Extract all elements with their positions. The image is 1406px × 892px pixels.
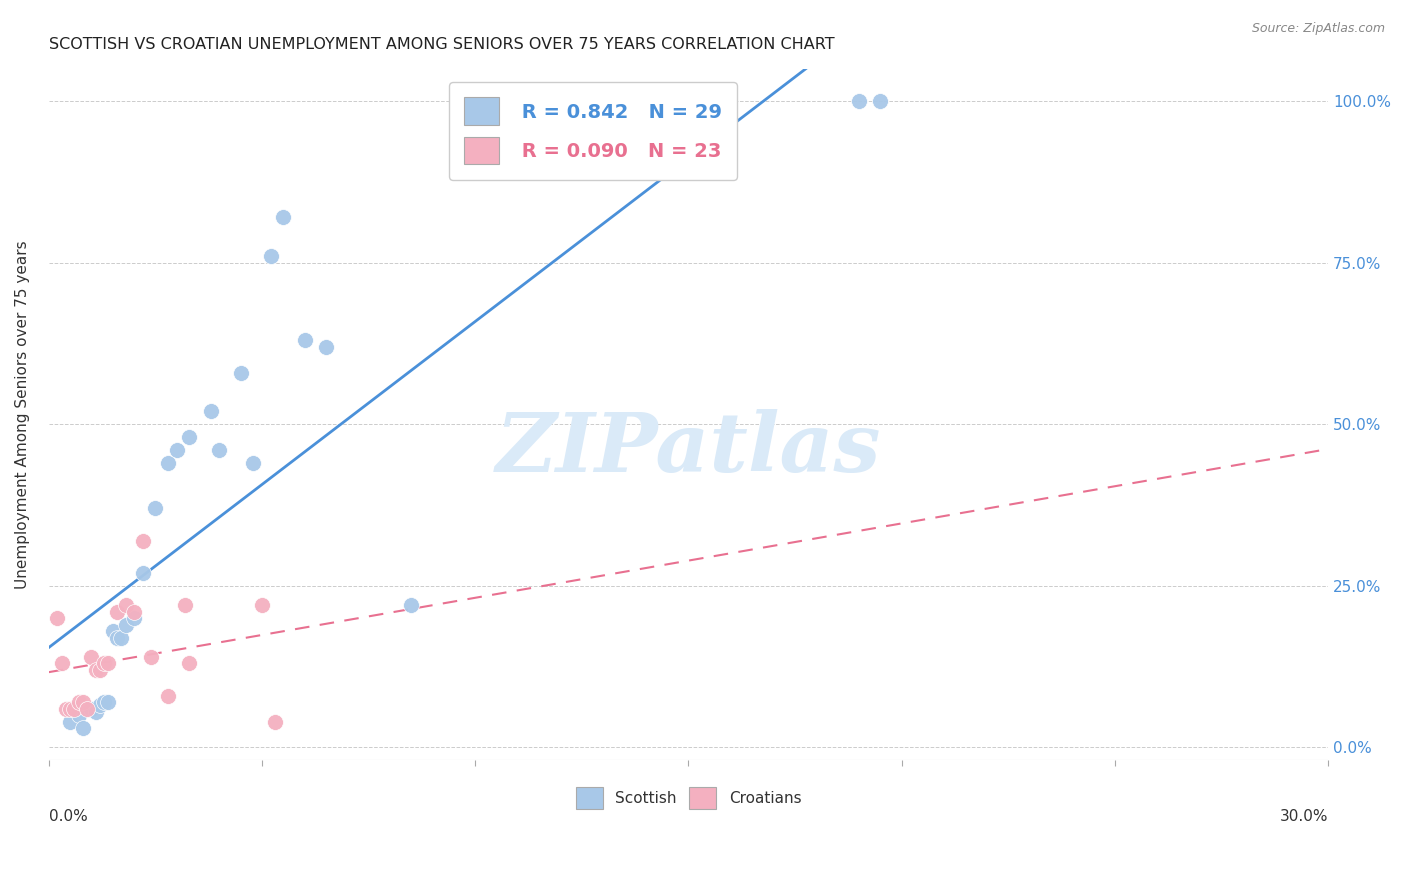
Point — [59, 701, 82, 715]
Text: Source: ZipAtlas.com: Source: ZipAtlas.com — [1251, 22, 1385, 36]
Point — [80, 701, 103, 715]
Point — [315, 340, 337, 354]
Point — [131, 533, 153, 548]
Legend: Scottish, Croatians: Scottish, Croatians — [569, 781, 807, 815]
Point — [157, 456, 180, 470]
Text: 30.0%: 30.0% — [1279, 809, 1329, 824]
Point — [101, 624, 124, 639]
Point — [122, 611, 145, 625]
Point — [76, 701, 98, 715]
Point — [105, 605, 128, 619]
Text: 0.0%: 0.0% — [49, 809, 87, 824]
Point — [59, 714, 82, 729]
Point — [399, 599, 422, 613]
Point — [97, 657, 120, 671]
Point — [84, 705, 107, 719]
Point — [200, 404, 222, 418]
Point — [294, 333, 316, 347]
Point — [105, 631, 128, 645]
Point — [93, 695, 115, 709]
Point — [89, 698, 111, 713]
Point — [46, 611, 69, 625]
Point — [271, 211, 294, 225]
Point — [55, 701, 77, 715]
Text: SCOTTISH VS CROATIAN UNEMPLOYMENT AMONG SENIORS OVER 75 YEARS CORRELATION CHART: SCOTTISH VS CROATIAN UNEMPLOYMENT AMONG … — [49, 37, 834, 53]
Y-axis label: Unemployment Among Seniors over 75 years: Unemployment Among Seniors over 75 years — [15, 240, 30, 589]
Point — [174, 599, 197, 613]
Point — [179, 430, 201, 444]
Point — [848, 94, 870, 108]
Point — [131, 566, 153, 580]
Point — [179, 657, 201, 671]
Point — [259, 249, 281, 263]
Point — [63, 701, 86, 715]
Point — [89, 663, 111, 677]
Point — [97, 695, 120, 709]
Point — [208, 443, 231, 458]
Point — [157, 689, 180, 703]
Point — [72, 695, 94, 709]
Point — [869, 94, 891, 108]
Point — [84, 663, 107, 677]
Point — [229, 366, 252, 380]
Point — [80, 650, 103, 665]
Point — [93, 657, 115, 671]
Point — [250, 599, 273, 613]
Point — [122, 605, 145, 619]
Point — [114, 599, 136, 613]
Point — [139, 650, 162, 665]
Point — [51, 657, 73, 671]
Point — [67, 708, 90, 723]
Point — [114, 617, 136, 632]
Point — [67, 695, 90, 709]
Point — [72, 721, 94, 735]
Point — [242, 456, 264, 470]
Point — [166, 443, 188, 458]
Text: ZIPatlas: ZIPatlas — [496, 409, 882, 489]
Point — [110, 631, 132, 645]
Point — [263, 714, 285, 729]
Point — [145, 501, 167, 516]
